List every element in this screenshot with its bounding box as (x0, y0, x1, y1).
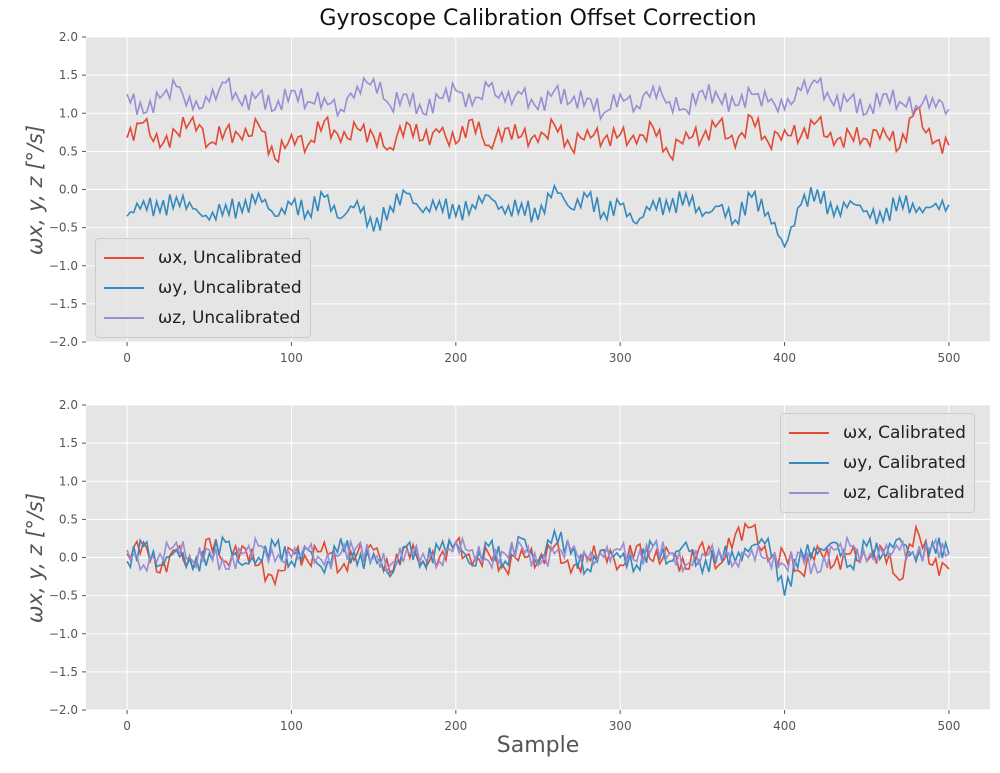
y-tick-label: −1.0 (49, 259, 78, 273)
y-tick-label: −2.0 (49, 335, 78, 349)
y-tick-label: 2.0 (59, 30, 78, 44)
x-tick-label: 0 (123, 719, 131, 733)
y-tick-label: 0.0 (59, 551, 78, 565)
legend-item-wz-uncal: ωz, Uncalibrated (104, 303, 302, 333)
legend-top: ωx, Uncalibrated ωy, Uncalibrated ωz, Un… (95, 238, 311, 338)
x-tick-label: 500 (937, 351, 960, 365)
legend-item-wz-cal: ωz, Calibrated (789, 478, 966, 508)
x-tick-label: 200 (444, 719, 467, 733)
legend-swatch (789, 492, 829, 494)
legend-swatch (104, 317, 144, 319)
legend-swatch (789, 462, 829, 464)
x-tick-label: 200 (444, 351, 467, 365)
legend-item-wx-uncal: ωx, Uncalibrated (104, 243, 302, 273)
y-tick-label: −0.5 (49, 221, 78, 235)
y-tick-label: 1.5 (59, 68, 78, 82)
series-line (126, 534, 950, 575)
x-tick-label: 100 (280, 719, 303, 733)
y-tick-label: −2.0 (49, 703, 78, 717)
y-tick-label: 0.5 (59, 512, 78, 526)
y-tick-label: 1.0 (59, 474, 78, 488)
x-tick-label: 100 (280, 351, 303, 365)
y-tick-label: 1.5 (59, 436, 78, 450)
y-tick-label: −1.5 (49, 665, 78, 679)
y-tick-label: −0.5 (49, 589, 78, 603)
series-line (126, 105, 950, 164)
y-tick-label: 0.0 (59, 183, 78, 197)
x-tick-label: 300 (609, 351, 632, 365)
y-tick-label: −1.0 (49, 627, 78, 641)
y-axis-label-bottom: ωx, y, z [°/s] (23, 492, 47, 624)
x-tick-label: 400 (773, 719, 796, 733)
legend-item-wy-uncal: ωy, Uncalibrated (104, 273, 302, 303)
x-tick-label: 0 (123, 351, 131, 365)
series-line (126, 183, 950, 249)
x-tick-label: 500 (937, 719, 960, 733)
legend-swatch (789, 432, 829, 434)
chart-title: Gyroscope Calibration Offset Correction (319, 6, 757, 31)
y-tick-label: 0.5 (59, 144, 78, 158)
y-tick-label: 1.0 (59, 106, 78, 120)
y-axis-label-top: ωx, y, z [°/s] (23, 124, 47, 256)
series-line (126, 76, 950, 122)
y-tick-label: −1.5 (49, 297, 78, 311)
legend-item-wy-cal: ωy, Calibrated (789, 448, 966, 478)
x-tick-label: 300 (609, 719, 632, 733)
y-tick-label: 2.0 (59, 398, 78, 412)
legend-swatch (104, 287, 144, 289)
legend-bottom: ωx, Calibrated ωy, Calibrated ωz, Calibr… (780, 413, 975, 513)
legend-item-wx-cal: ωx, Calibrated (789, 418, 966, 448)
x-tick-label: 400 (773, 351, 796, 365)
legend-swatch (104, 257, 144, 259)
x-axis-label: Sample (496, 733, 580, 758)
